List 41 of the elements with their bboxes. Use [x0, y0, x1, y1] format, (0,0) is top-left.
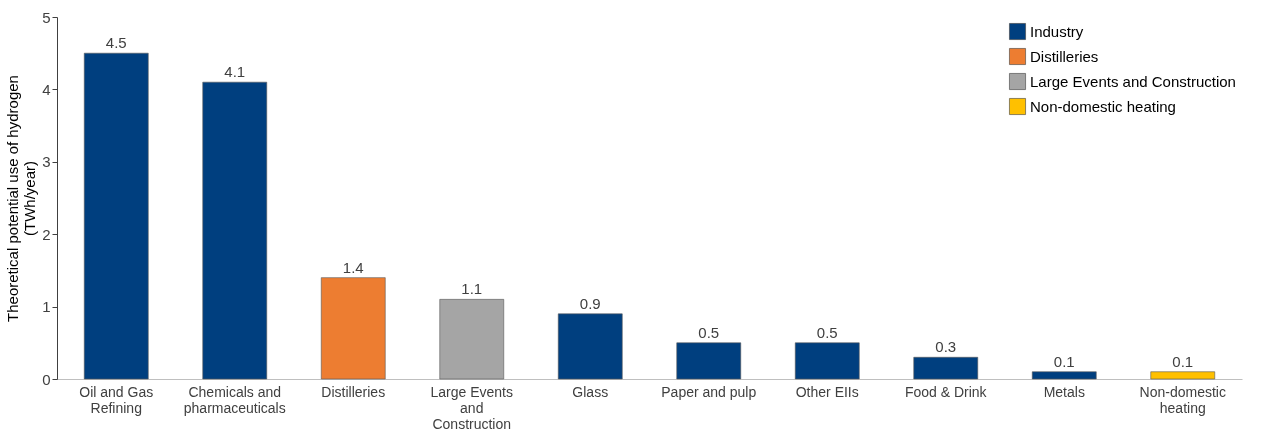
bar: [320, 277, 386, 380]
bar: [913, 356, 979, 380]
data-label: 0.1: [1053, 352, 1075, 370]
data-label: 0.5: [698, 323, 720, 341]
x-tick-label: Oil and Gas Refining: [79, 383, 154, 416]
data-label: 0.3: [935, 338, 957, 356]
data-label: 4.5: [105, 34, 127, 52]
data-label: 1.1: [461, 280, 483, 298]
y-tick-label: 4: [42, 80, 51, 98]
x-tick-label: Glass: [572, 383, 609, 400]
bar: [676, 342, 742, 380]
data-label: 0.5: [816, 323, 838, 341]
data-label: 4.1: [224, 63, 246, 81]
bar: [439, 299, 505, 380]
legend-label: Industry: [1030, 22, 1084, 40]
x-tick-label: Other EIIs: [795, 383, 859, 400]
bar: [202, 81, 268, 380]
data-label: 0.9: [579, 294, 601, 312]
data-label: 1.4: [342, 258, 364, 276]
bar: [557, 313, 623, 380]
bar: [794, 342, 860, 380]
y-axis-title: Theoretical potential use of hydrogen (TWh/year): [4, 75, 39, 322]
y-tick-label: 5: [42, 8, 51, 26]
y-tick-label: 2: [42, 225, 51, 243]
legend-label: Non-domestic heating: [1030, 97, 1176, 115]
x-tick-label: Paper and pulp: [661, 383, 757, 400]
bar: [83, 52, 149, 380]
x-tick-label: Food & Drink: [904, 383, 988, 400]
x-tick-label: Distilleries: [321, 383, 386, 400]
x-tick-label: Non-domestic heating: [1139, 383, 1226, 416]
legend-label: Large Events and Construction: [1030, 72, 1236, 90]
data-label: 0.1: [1172, 352, 1194, 370]
x-tick-label: Chemicals and pharmaceuticals: [183, 383, 286, 416]
y-tick-label: 3: [42, 153, 51, 171]
y-tick-label: 0: [42, 370, 51, 388]
bar: [1031, 371, 1097, 380]
y-tick-label: 1: [42, 298, 51, 316]
x-tick-label: Large Events and Construction: [430, 383, 513, 432]
legend-label: Distilleries: [1030, 47, 1099, 65]
bar: [1150, 371, 1216, 380]
x-tick-label: Metals: [1043, 383, 1085, 400]
